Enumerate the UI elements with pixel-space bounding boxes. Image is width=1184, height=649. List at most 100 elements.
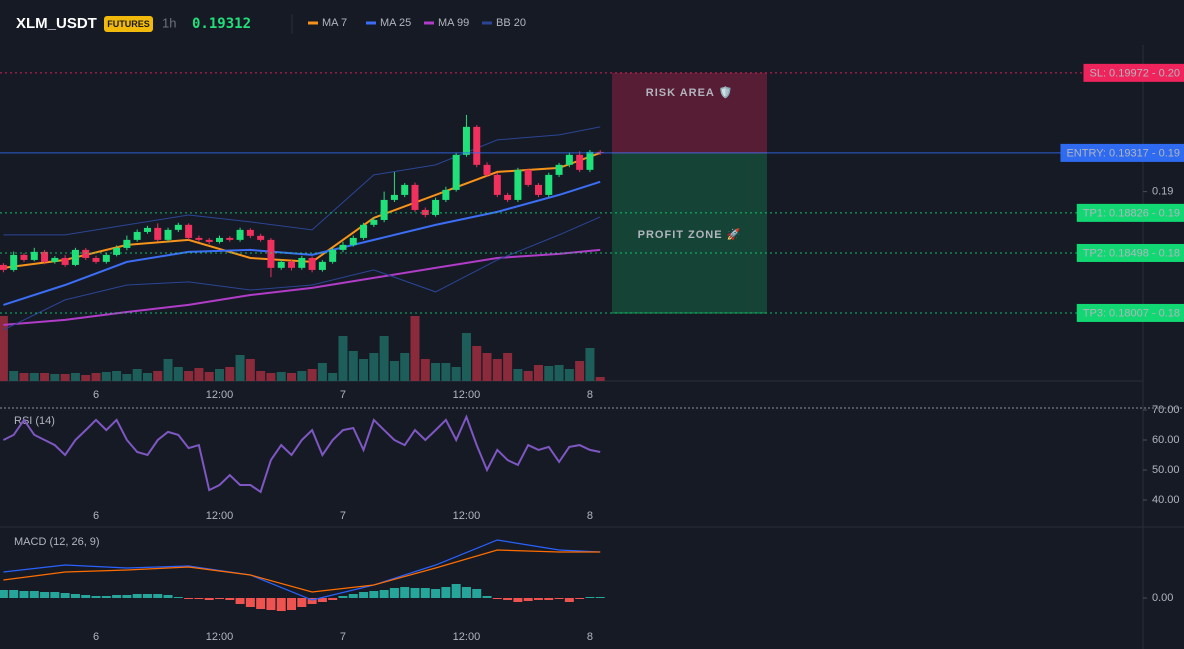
volume-bar [235, 355, 245, 381]
macd-bar [287, 598, 297, 610]
macd-bar [29, 591, 39, 598]
level-label: TP3: 0.18007 - 0.18 [1083, 307, 1180, 319]
candle-body [514, 169, 522, 200]
interval: 1h [162, 15, 176, 30]
volume-bar [50, 374, 60, 381]
candle-body [360, 224, 368, 238]
candle-body [174, 224, 182, 230]
volume-bar [81, 375, 91, 381]
candle-body [61, 257, 69, 265]
candle-body [401, 184, 409, 195]
macd-bar [214, 598, 224, 599]
macd-bar [194, 598, 204, 599]
level-label-bg [1076, 243, 1184, 262]
macd-bar [482, 596, 492, 598]
macd-bar [276, 598, 286, 611]
macd-bar [585, 597, 595, 598]
volume-bar [214, 369, 224, 381]
macd-bar [503, 598, 513, 600]
x-tick-label: 8 [587, 389, 593, 401]
macd-bar [461, 587, 471, 598]
level-label: TP2: 0.18498 - 0.18 [1083, 247, 1180, 259]
macd-bar [472, 589, 482, 598]
candle-body [288, 261, 296, 268]
x-tick-label: 6 [93, 631, 99, 643]
legend-label: BB 20 [496, 17, 526, 29]
candle-body [257, 235, 265, 240]
volume-bar [338, 336, 348, 381]
volume-bar [0, 316, 8, 381]
candle-body [113, 247, 121, 255]
volume-bar [554, 365, 564, 381]
legend-label: MA 99 [438, 17, 469, 29]
macd-bar [379, 590, 389, 598]
volume-bar [431, 363, 441, 381]
volume-bar [328, 373, 338, 381]
volume-bar [287, 373, 297, 381]
candle-body [215, 237, 223, 242]
x-tick-label: 12:00 [453, 631, 481, 643]
panel-title: RSI (14) [14, 415, 55, 427]
zone [612, 152, 767, 313]
macd-line [3, 539, 601, 601]
volume-bar [194, 368, 204, 381]
volume-bar [523, 371, 533, 381]
candle-body [370, 219, 378, 225]
macd-bar [245, 598, 255, 607]
volume-bar [204, 372, 214, 381]
volume-bar [544, 366, 554, 381]
candle-body [205, 239, 213, 242]
macd-bar [523, 598, 533, 601]
volume-bar [482, 353, 492, 381]
macd-bar [70, 594, 80, 598]
x-tick-label: 8 [587, 510, 593, 522]
volume-bar [595, 377, 605, 381]
macd-bar [256, 598, 266, 609]
candle-body [586, 151, 594, 170]
macd-bar [389, 588, 399, 598]
macd-bar [317, 598, 327, 602]
candle-body [380, 199, 388, 220]
badge: FUTURES [107, 19, 150, 29]
ma-line [3, 180, 601, 306]
zone-label: PROFIT ZONE 🚀 [638, 228, 742, 241]
candle-body [432, 199, 440, 215]
x-tick-label: 12:00 [453, 510, 481, 522]
volume-bar [245, 359, 255, 381]
macd-bar [595, 597, 605, 598]
volume-bar [369, 353, 379, 381]
volume-bar [70, 373, 80, 381]
candle-body [0, 264, 7, 270]
volume-bar [132, 369, 142, 381]
volume-bar [348, 351, 358, 381]
level-label-bg [1060, 143, 1184, 162]
macd-bar [410, 588, 420, 598]
level-label: SL: 0.19972 - 0.20 [1089, 67, 1180, 79]
macd-bar [0, 590, 8, 598]
y-tick-label: 40.00 [1152, 494, 1180, 506]
zone [612, 72, 767, 153]
candle-body [524, 169, 532, 185]
volume-bar [266, 373, 276, 381]
volume-bar [379, 336, 389, 381]
volume-bar [420, 359, 430, 381]
volume-bar [451, 367, 461, 381]
candle-body [483, 164, 491, 175]
volume-bar [9, 371, 19, 381]
candle-body [462, 126, 470, 155]
x-tick-label: 7 [340, 389, 346, 401]
candle-body [30, 251, 38, 260]
volume-bar [297, 371, 307, 381]
macd-bar [533, 598, 543, 600]
candle-body [226, 237, 234, 240]
macd-bar [266, 598, 276, 610]
volume-bar [359, 359, 369, 381]
candle-body [51, 257, 59, 262]
volume-bar [441, 363, 451, 381]
macd-bar [40, 592, 50, 598]
macd-bar [441, 587, 451, 598]
candle-body [71, 249, 79, 265]
y-tick-label: 60.00 [1152, 434, 1180, 446]
